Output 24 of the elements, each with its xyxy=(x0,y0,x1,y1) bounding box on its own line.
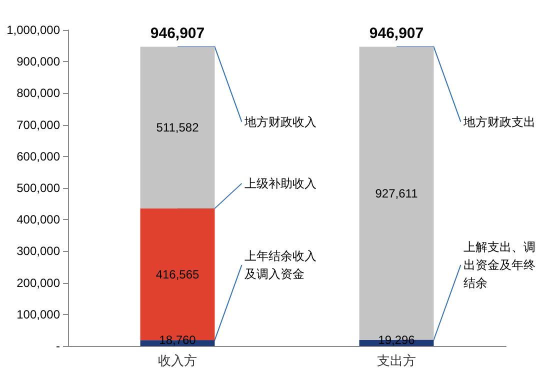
annotation: 地方财政支出 xyxy=(462,114,536,129)
annotation: 上级补助收入 xyxy=(244,176,317,190)
y-tick-label: 600,000 xyxy=(16,149,60,164)
y-tick-label: 800,000 xyxy=(16,86,60,100)
data-label: 511,582 xyxy=(156,120,200,135)
y-tick-label: 300,000 xyxy=(16,244,60,258)
y-tick-label: 500,000 xyxy=(16,181,60,195)
y-tick-label: 900,000 xyxy=(16,54,60,69)
y-tick-label: 100,000 xyxy=(16,307,60,322)
x-tick-label: 支出方 xyxy=(377,353,416,368)
y-tick-label: 200,000 xyxy=(16,276,60,290)
data-label: 927,611 xyxy=(375,186,418,200)
bar xyxy=(140,46,215,208)
total-label: 946,907 xyxy=(369,24,424,42)
total-label: 946,907 xyxy=(150,24,205,42)
annotation: 上年结余收入及调入资金 xyxy=(244,249,317,282)
annotation: 地方财政收入 xyxy=(244,114,317,129)
annotation: 上解支出、调出资金及年终结余 xyxy=(464,240,536,290)
x-tick-label: 收入方 xyxy=(158,353,197,368)
y-tick-label: - xyxy=(56,339,60,353)
data-label: 416,565 xyxy=(156,267,200,282)
y-tick-label: 400,000 xyxy=(16,212,60,227)
y-tick-label: 700,000 xyxy=(16,118,60,132)
y-tick-label: 1,000,000 xyxy=(6,23,60,37)
